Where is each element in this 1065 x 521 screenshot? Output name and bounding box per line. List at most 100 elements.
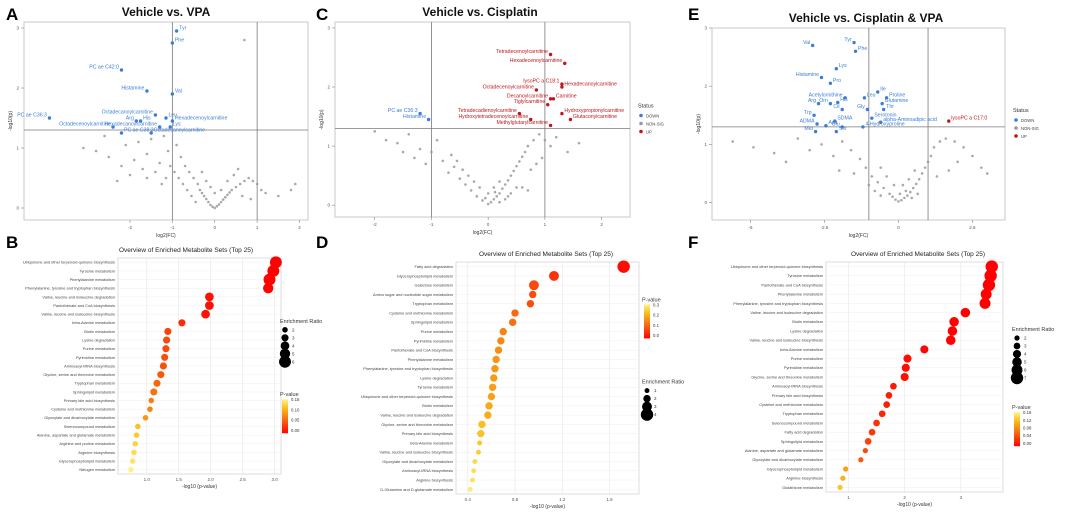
x-tick-label: 3 (960, 495, 963, 500)
labeled-point (843, 96, 847, 100)
nonsig-point (164, 176, 168, 180)
x-tick-label: 1.2 (559, 497, 566, 502)
category-label: Glycine, serine and threonine metabolism (381, 422, 453, 427)
size-legend-label: 4 (292, 343, 295, 348)
nonsig-point (920, 172, 924, 175)
chart-title: Overview of Enriched Metabolite Sets (To… (119, 247, 253, 254)
nonsig-point (82, 146, 85, 150)
enrichment-dot (862, 447, 868, 454)
nonsig-point (401, 150, 405, 154)
category-label: D-Glutamine and D-glutamate metabolism (380, 487, 453, 492)
size-legend-dot (1012, 357, 1022, 367)
nonsig-point (858, 157, 862, 161)
category-label: Glyoxylate and dicarboxylate metabolism (382, 459, 453, 464)
category-label: Purine metabolism (791, 356, 823, 361)
nonsig-point (181, 182, 185, 186)
x-tick-label: 1.0 (144, 477, 151, 482)
nonsig-point (566, 150, 569, 154)
x-tick-label: 0 (487, 222, 490, 227)
chart-title: Overview of Enriched Metabolite Sets (To… (479, 251, 613, 258)
enrichment-dot (477, 429, 485, 438)
labeled-point (836, 100, 840, 105)
nonsig-point (901, 183, 905, 187)
legend-label: NON-SIG (1021, 126, 1039, 131)
nonsig-point (484, 196, 487, 200)
point-label: Octadecanoylcarnitine (102, 110, 153, 116)
category-label: Glycerophospholipid metabolism (59, 458, 115, 463)
size-legend-dot (282, 327, 288, 333)
category-label: Valine, leucine and isoleucine degradati… (380, 413, 453, 418)
nonsig-point (200, 170, 204, 174)
labeled-point (881, 107, 886, 112)
enrichment-dot (949, 317, 959, 327)
labeled-point (840, 125, 844, 129)
point-label: Hydroxytetradecenoylcarnitine (458, 114, 528, 120)
enrichment-dot (135, 423, 141, 430)
category-label: beta-Alanine metabolism (780, 347, 823, 352)
category-label: Cysteine and methionine metabolism (389, 310, 453, 315)
nonsig-point (904, 189, 908, 193)
size-legend-label: 3 (1024, 344, 1027, 349)
legend-marker (639, 113, 643, 118)
enrichment-dot (960, 307, 971, 318)
enrichment-dot (201, 309, 210, 319)
size-legend-dot (640, 408, 654, 421)
enrichment-dot (128, 466, 134, 473)
nonsig-point (501, 187, 504, 190)
nonsig-point (200, 191, 204, 195)
category-label: Glyoxylate and dicarboxylate metabolism (44, 415, 115, 420)
nonsig-point (145, 176, 149, 180)
enrichment-dot (980, 288, 992, 300)
nonsig-point (540, 156, 544, 160)
nonsig-point (935, 175, 939, 178)
enrichment-dot (147, 406, 153, 412)
nonsig-point (202, 194, 206, 198)
enrichment-dot (837, 484, 843, 491)
enrichment-dot (490, 374, 498, 382)
nonsig-point (512, 169, 516, 173)
category-label: Amino sugar and nucleotide sugar metabol… (373, 292, 453, 297)
point-label: Hexadecenoylcarnitine (510, 58, 563, 64)
point-label: Glutaconylcarnitine (573, 114, 617, 120)
nonsig-point (236, 167, 240, 171)
nonsig-point (938, 140, 942, 143)
category-label: Sphingolipid metabolism (781, 439, 823, 444)
enrichment-dot (205, 301, 214, 310)
nonsig-point (247, 176, 250, 180)
legend-title: Status (1013, 108, 1029, 114)
nonsig-point (888, 192, 891, 196)
labeled-point (861, 125, 865, 129)
point-label: Tetradecadienoylcarnitine (458, 108, 517, 114)
point-label: Arg (126, 116, 134, 122)
nonsig-point (447, 171, 450, 174)
x-tick-label: -1 (170, 225, 174, 230)
labeled-point (138, 119, 143, 123)
nonsig-point (458, 177, 462, 180)
x-tick-label: 2 (903, 495, 906, 500)
labeled-point (833, 119, 837, 123)
labeled-point (878, 120, 883, 124)
point-label: His (840, 97, 848, 103)
nonsig-point (230, 188, 234, 192)
category-label: Glycerophospholipid metabolism (397, 273, 453, 278)
enrichment-dot (840, 475, 846, 481)
nonsig-point (520, 155, 524, 159)
enrichment-dot (528, 280, 539, 291)
labeled-point (418, 111, 422, 116)
y-tick-label: 3 (327, 25, 330, 30)
nonsig-point (221, 198, 225, 201)
enrichment-dot (263, 273, 276, 286)
enrichment-dot (159, 362, 167, 370)
point-label: Carnitine (556, 93, 577, 99)
nonsig-point (158, 161, 161, 165)
nonsig-point (808, 148, 811, 152)
plot-frame (334, 21, 631, 218)
nonsig-point (192, 176, 195, 180)
nonsig-point (509, 192, 513, 195)
enrichment-dot (984, 269, 997, 282)
nonsig-point (149, 137, 153, 141)
point-label: Octadecanoylcarnitine (154, 128, 205, 134)
point-label: Phe (858, 46, 867, 52)
nonsig-point (207, 200, 210, 204)
